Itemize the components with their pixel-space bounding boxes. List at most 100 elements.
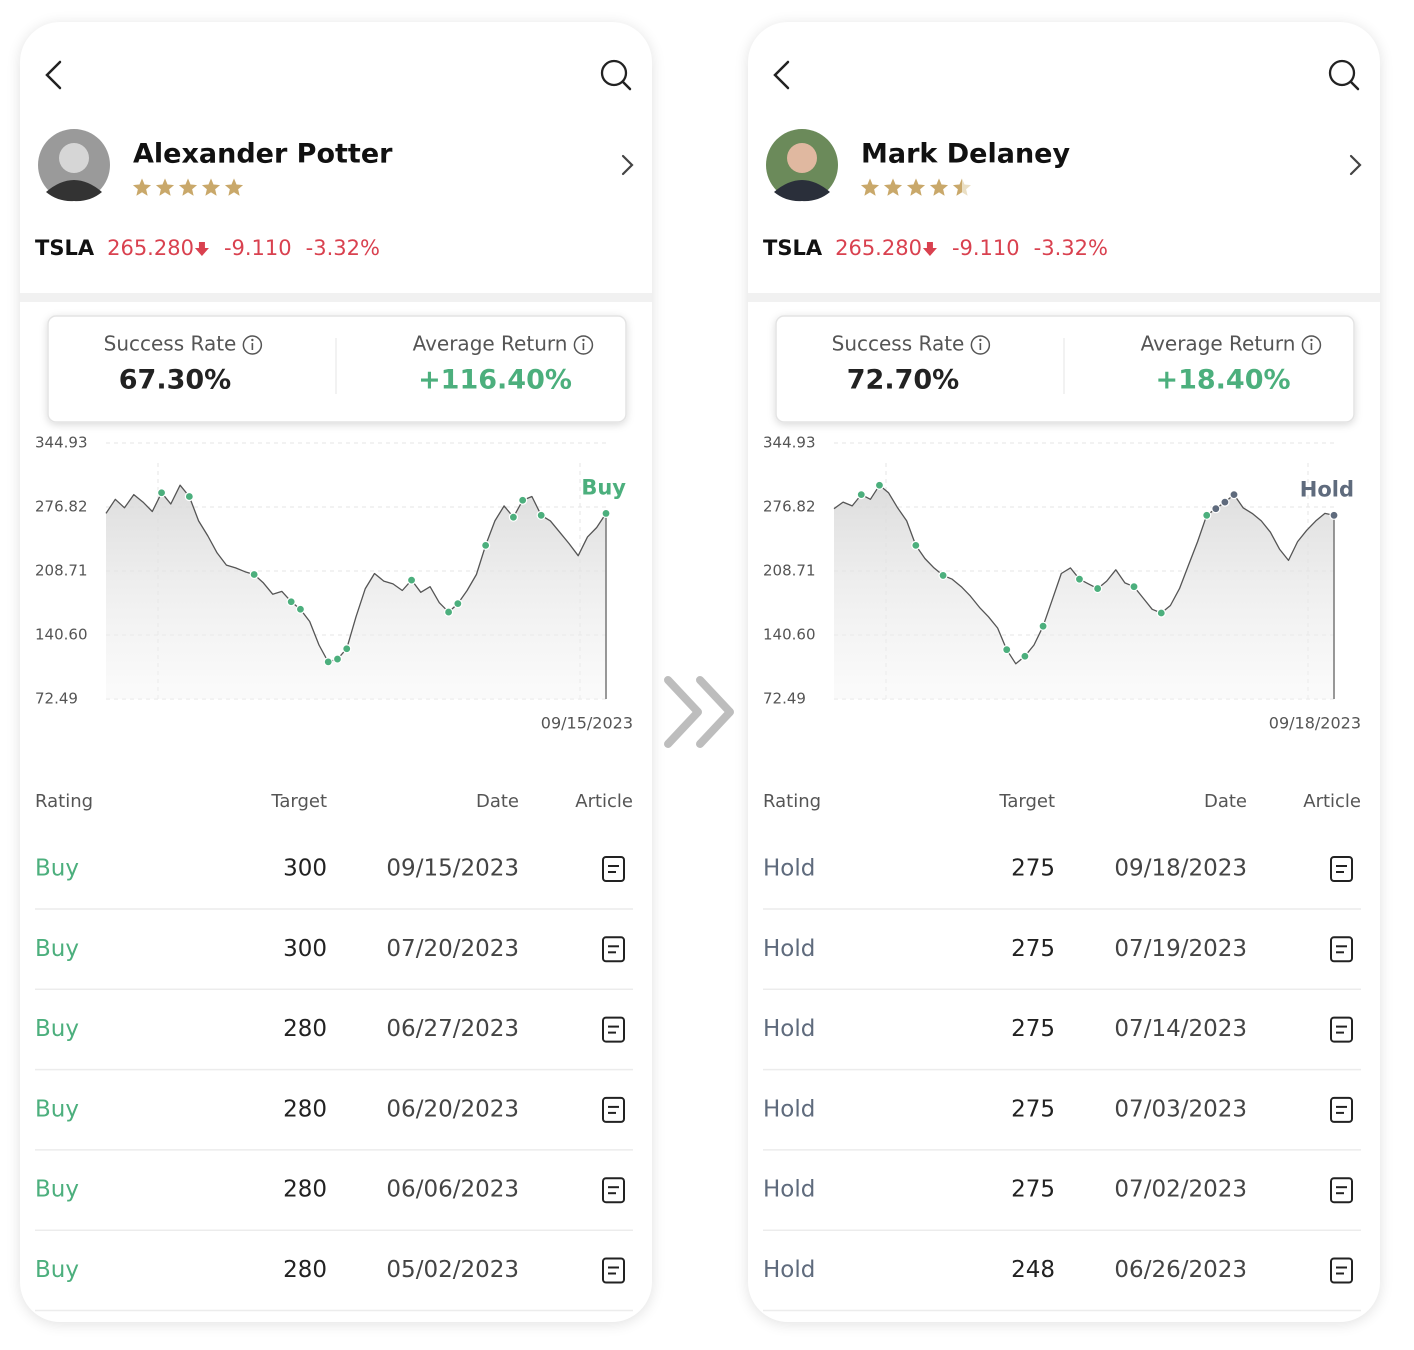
- star: [202, 178, 220, 196]
- rating-row[interactable]: Buy 300 09/15/2023: [35, 856, 625, 882]
- avatar-body: [46, 180, 102, 202]
- article-doc: [602, 1016, 625, 1043]
- rating-marker: [1220, 497, 1230, 507]
- article-doc: [1330, 1016, 1353, 1043]
- info-icon[interactable]: [573, 335, 594, 355]
- article-doc: [602, 1096, 625, 1123]
- latest-rating-label: Buy: [581, 475, 626, 499]
- column-header: Target: [270, 791, 327, 812]
- down-arrow: [194, 242, 209, 256]
- article-icon[interactable]: [1330, 856, 1353, 882]
- avatar-body: [774, 180, 830, 202]
- rating-marker: [1211, 504, 1221, 514]
- rating-row[interactable]: Buy 280 06/27/2023: [35, 1016, 625, 1043]
- rating: Hold: [763, 1177, 815, 1203]
- article-icon[interactable]: [1330, 1016, 1353, 1043]
- rating-marker: [518, 495, 528, 505]
- star-rating: [861, 178, 971, 196]
- rating: Buy: [35, 856, 79, 882]
- y-tick-label: 208.71: [763, 562, 816, 580]
- analyst-name: Alexander Potter: [133, 139, 393, 170]
- rating-marker: [856, 490, 866, 500]
- price: 265.280: [107, 236, 194, 260]
- rating-row[interactable]: Buy 300 07/20/2023: [35, 936, 625, 963]
- rating-marker: [323, 657, 333, 667]
- rating-row[interactable]: Buy 280 06/20/2023: [35, 1096, 625, 1123]
- rating-row[interactable]: Hold 275 07/02/2023: [763, 1177, 1353, 1204]
- target: 300: [283, 856, 327, 882]
- rating: Hold: [763, 1257, 815, 1283]
- rating-marker: [1093, 583, 1103, 594]
- target: 280: [283, 1177, 327, 1203]
- rating-row[interactable]: Hold 275 07/03/2023: [763, 1096, 1353, 1123]
- article-doc: [602, 856, 625, 882]
- article-icon[interactable]: [602, 1016, 625, 1043]
- rating-row[interactable]: Hold 275 07/14/2023: [763, 1016, 1353, 1043]
- rating: Hold: [763, 1096, 815, 1122]
- rating-marker: [508, 512, 519, 522]
- y-tick-label: 208.71: [35, 562, 88, 580]
- rating-marker: [443, 607, 454, 617]
- rating: Buy: [35, 1016, 79, 1042]
- rating-row[interactable]: Hold 275 07/19/2023: [763, 936, 1353, 963]
- rating-row[interactable]: Hold 275 09/18/2023: [763, 856, 1353, 882]
- rating-marker: [1074, 574, 1085, 584]
- article-doc: [602, 936, 625, 963]
- article-icon[interactable]: [1330, 1177, 1353, 1204]
- article-doc: [1330, 1096, 1353, 1123]
- rating-marker: [286, 597, 296, 607]
- rating-marker: [938, 570, 948, 581]
- rating-row[interactable]: Hold 248 06/26/2023: [763, 1257, 1353, 1284]
- y-tick-label: 276.82: [763, 498, 816, 516]
- article-icon[interactable]: [1330, 1096, 1353, 1123]
- rating-marker: [184, 491, 194, 502]
- rating-row[interactable]: Buy 280 05/02/2023: [35, 1257, 625, 1284]
- ticker: TSLA: [35, 236, 95, 260]
- article-icon[interactable]: [602, 936, 625, 963]
- date: 09/15/2023: [386, 856, 519, 882]
- search-button[interactable]: [1328, 59, 1360, 91]
- rating-row[interactable]: Buy 280 06/06/2023: [35, 1177, 625, 1204]
- info-icon[interactable]: [970, 335, 991, 355]
- profile-link[interactable]: [621, 154, 634, 176]
- rating: Buy: [35, 936, 79, 962]
- back-button[interactable]: [773, 60, 790, 90]
- article-icon[interactable]: [602, 1257, 625, 1284]
- date: 06/26/2023: [1114, 1257, 1247, 1283]
- date: 07/02/2023: [1114, 1177, 1247, 1203]
- price-change-pct: -3.32%: [1034, 236, 1108, 260]
- info-icon[interactable]: [242, 335, 263, 355]
- info-icon[interactable]: [1301, 335, 1322, 355]
- search-button[interactable]: [600, 59, 632, 91]
- target: 275: [1011, 936, 1055, 962]
- price-area: [834, 485, 1334, 699]
- avatar: [766, 129, 838, 202]
- rating: Buy: [35, 1096, 79, 1122]
- info-circle: [970, 335, 991, 355]
- info-circle: [573, 335, 594, 355]
- article-doc: [1330, 856, 1353, 882]
- price-change: -9.110: [952, 236, 1020, 260]
- star: [953, 178, 962, 196]
- date: 07/03/2023: [1114, 1096, 1247, 1122]
- search-icon: [600, 59, 628, 87]
- panel-canvas: Alexander Potter TSLA 265.280 -9.110 -3.32% S…: [20, 59, 652, 1312]
- article-icon[interactable]: [1330, 1257, 1353, 1284]
- star: [133, 178, 151, 196]
- info-dot: [251, 338, 254, 342]
- back-button[interactable]: [45, 60, 62, 90]
- stat-value: 67.30%: [119, 365, 231, 396]
- article-doc: [1330, 1177, 1353, 1204]
- article-icon[interactable]: [1330, 936, 1353, 963]
- rating-marker: [1002, 645, 1012, 655]
- article-icon[interactable]: [602, 1177, 625, 1204]
- avatar: [38, 129, 110, 202]
- panel-canvas: Mark Delaney TSLA 265.280 -9.110 -3.32% Succe…: [748, 59, 1380, 1312]
- profile-link[interactable]: [1349, 154, 1362, 176]
- article-icon[interactable]: [602, 1096, 625, 1123]
- rating-marker: [874, 480, 885, 490]
- y-tick-label: 276.82: [35, 498, 88, 516]
- article-icon[interactable]: [602, 856, 625, 882]
- rating-marker: [406, 575, 417, 585]
